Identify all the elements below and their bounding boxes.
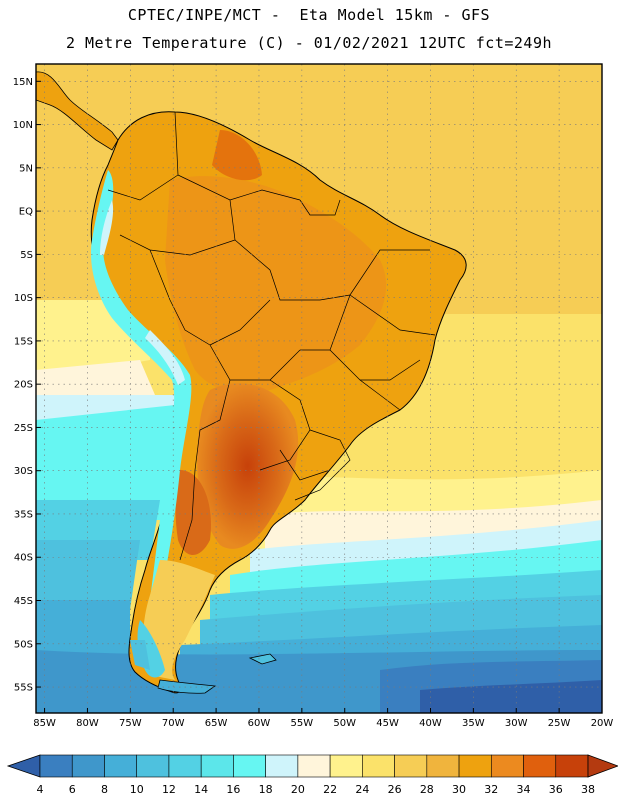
lat-label: 5S — [20, 250, 33, 261]
lat-label: 50S — [14, 639, 33, 650]
lat-label: 40S — [14, 553, 33, 564]
colorbar-swatch — [233, 754, 266, 778]
title-line-2: 2 Metre Temperature (C) - 01/02/2021 12U… — [65, 34, 553, 52]
lat-label: 25S — [14, 423, 33, 434]
lon-label: 50W — [333, 718, 356, 729]
colorbar-swatch — [200, 754, 234, 778]
colorbar-label: 6 — [69, 783, 76, 796]
lon-label: 40W — [419, 718, 442, 729]
ocean-band-18-west — [36, 405, 175, 520]
lon-label: 55W — [291, 718, 314, 729]
country-borders — [107, 111, 436, 561]
andes-cool-detail-1 — [100, 200, 114, 255]
colorbar-label: 32 — [484, 783, 498, 796]
southern-andes-cold — [130, 640, 150, 670]
colorbar-arrow-high — [587, 754, 618, 778]
colorbar — [6, 754, 618, 778]
colorbar-swatch — [394, 754, 428, 778]
map-frame — [35, 63, 603, 714]
colorbar-swatch — [104, 754, 138, 778]
graticule — [36, 64, 602, 713]
lat-label: 15N — [13, 77, 33, 88]
lat-label: 45S — [14, 596, 33, 607]
patagonia-land — [143, 560, 215, 680]
colorbar-swatch — [329, 754, 363, 778]
colorbar-swatch — [458, 754, 492, 778]
colorbar-swatch — [71, 754, 105, 778]
colorbar-swatch — [490, 754, 524, 778]
colorbar-swatch — [426, 754, 460, 778]
lon-label: 70W — [162, 718, 185, 729]
colorbar-label: 20 — [291, 783, 305, 796]
colorbar-swatch — [523, 754, 557, 778]
hot-spot-cuyo — [175, 470, 211, 555]
hot-spot-chaco-pampas — [197, 383, 299, 549]
colorbar-label: 26 — [388, 783, 402, 796]
colorbar-label: 22 — [323, 783, 337, 796]
ocean-band-6 — [420, 680, 602, 713]
colorbar-swatch — [297, 754, 331, 778]
colorbar-label: 16 — [226, 783, 240, 796]
land-band-32 — [165, 176, 387, 394]
lat-label: 30S — [14, 466, 33, 477]
title-line-1: CPTEC/INPE/MCT - Eta Model 15km - GFS — [127, 6, 491, 24]
colorbar-label: 38 — [581, 783, 595, 796]
lat-label: 5N — [19, 163, 33, 174]
lon-label: 80W — [76, 718, 99, 729]
lon-label: 20W — [591, 718, 614, 729]
lon-label: 25W — [548, 718, 571, 729]
lon-label: 60W — [248, 718, 271, 729]
falkland-islands — [248, 653, 277, 665]
lat-label: EQ — [19, 207, 33, 218]
colorbar-swatch — [555, 754, 589, 778]
colorbar-label: 28 — [420, 783, 434, 796]
lon-label: 75W — [119, 718, 142, 729]
colorbar-arrow-low — [6, 754, 41, 778]
lon-label: 45W — [376, 718, 399, 729]
lat-label: 55S — [14, 683, 33, 694]
colorbar-labels: 4 6 8 10 12 14 16 18 20 22 24 26 28 30 32 34 36 38 — [37, 783, 596, 796]
tierra-del-fuego — [157, 679, 217, 694]
colorbar-label: 18 — [259, 783, 273, 796]
colorbar-label: 8 — [101, 783, 108, 796]
lon-label: 35W — [462, 718, 485, 729]
lat-label: 20S — [14, 380, 33, 391]
lat-label: 15S — [14, 336, 33, 347]
longitude-labels: 85W 80W 75W 70W 65W 60W 55W 50W 45W 40W 35W 30W 25W 2… — [33, 718, 613, 729]
lat-label: 10S — [14, 293, 33, 304]
colorbar-label: 14 — [194, 783, 208, 796]
temperature-field — [36, 64, 602, 713]
colorbar-label: 24 — [355, 783, 369, 796]
colorbar-label: 12 — [162, 783, 176, 796]
andes-cool-strip — [90, 170, 192, 600]
lat-label: 10N — [13, 120, 33, 131]
andes-cool-detail-2 — [145, 330, 185, 385]
lat-label: 35S — [14, 509, 33, 520]
colorbar-swatch — [362, 754, 395, 778]
colorbar-label: 36 — [549, 783, 563, 796]
lon-label: 30W — [505, 718, 528, 729]
lon-label: 65W — [205, 718, 228, 729]
latitude-labels: 15N 10N 5N EQ 5S 10S 15S 20S 25S 30S 35S 40S 45S 50S 5… — [13, 77, 33, 694]
colorbar-swatch — [136, 754, 170, 778]
colorbar-swatch — [39, 754, 73, 778]
lon-label: 85W — [33, 718, 56, 729]
colorbar-swatch — [265, 754, 299, 778]
colorbar-swatch — [168, 754, 202, 778]
axis-ticks — [36, 80, 603, 713]
colorbar-label: 30 — [452, 783, 466, 796]
colorbar-label: 4 — [37, 783, 44, 796]
colorbar-label: 10 — [130, 783, 144, 796]
colorbar-label: 34 — [517, 783, 531, 796]
